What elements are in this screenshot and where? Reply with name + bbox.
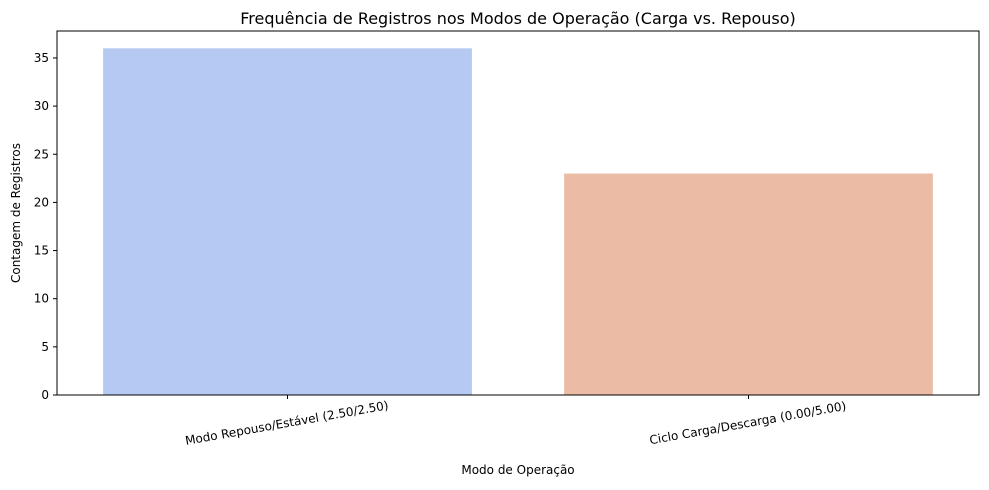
y-tick-label-2: 10 <box>34 292 49 306</box>
plot-area-frame <box>56 30 980 396</box>
y-tick-label-1: 5 <box>41 340 49 354</box>
y-tick-label-7: 35 <box>34 51 49 65</box>
y-tick-label-0: 0 <box>41 388 49 402</box>
x-axis-label: Modo de Operação <box>461 463 574 477</box>
y-tick-label-6: 30 <box>34 99 49 113</box>
bar-1 <box>564 173 933 395</box>
chart-title: Frequência de Registros nos Modos de Ope… <box>240 9 796 28</box>
y-tick-label-3: 15 <box>34 244 49 258</box>
x-axis-ticks: Modo Repouso/Estável (2.50/2.50) Ciclo Ca… <box>184 395 847 448</box>
y-axis-ticks: 0 5 10 15 20 25 30 35 <box>34 51 57 402</box>
bar-0 <box>103 48 472 395</box>
y-tick-label-5: 25 <box>34 147 49 161</box>
x-tick-label-0: Modo Repouso/Estável (2.50/2.50) <box>184 398 390 448</box>
x-tick-label-1: Ciclo Carga/Descarga (0.00/5.00) <box>648 399 847 447</box>
y-axis-label: Contagem de Registros <box>9 143 23 283</box>
bars-group <box>103 48 933 395</box>
y-tick-label-4: 20 <box>34 195 49 209</box>
